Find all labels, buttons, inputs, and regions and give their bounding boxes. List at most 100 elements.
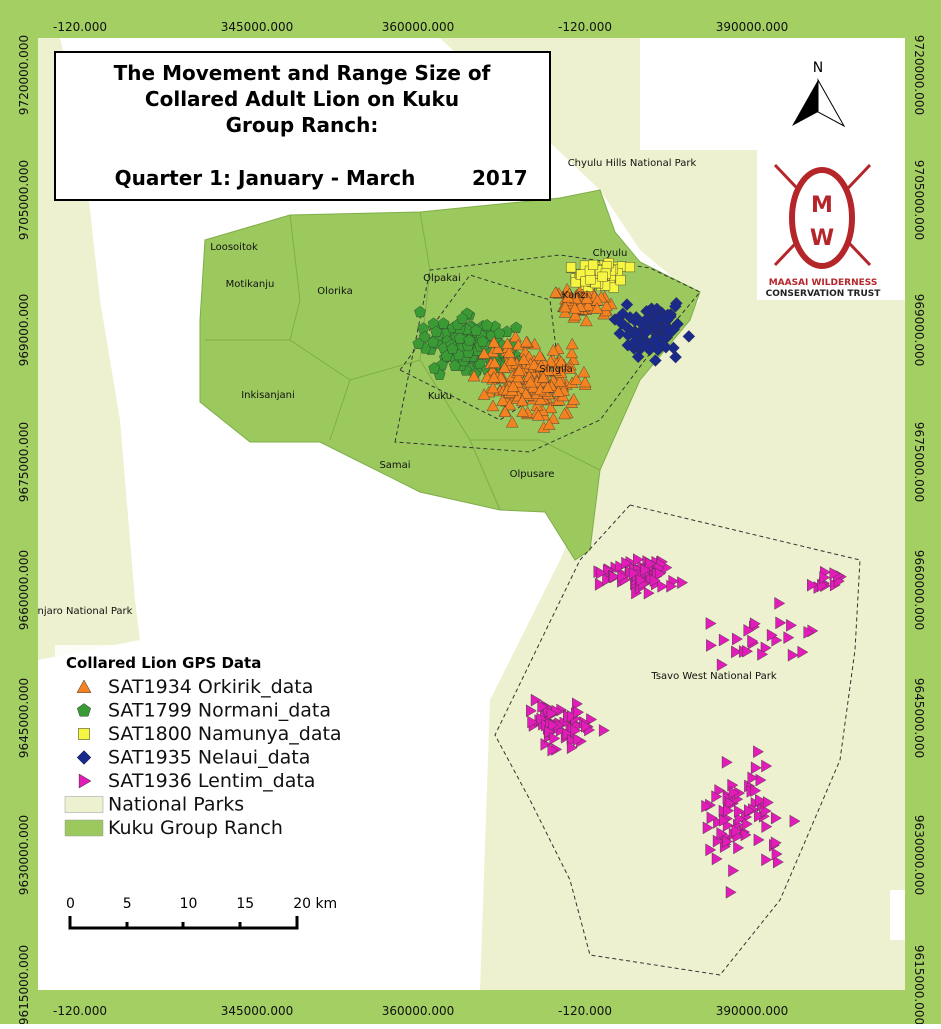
gps-point (682, 330, 696, 343)
gps-point (477, 347, 491, 359)
gps-point (546, 344, 560, 356)
gps-point (544, 401, 558, 414)
gps-point (534, 359, 548, 372)
gps-point (744, 804, 755, 817)
legend-marker (78, 728, 90, 740)
title-line: The Movement and Range Size of (114, 61, 491, 85)
gps-point (728, 864, 740, 878)
gps-point (549, 732, 561, 745)
gps-point (608, 570, 620, 583)
gps-point (428, 362, 441, 374)
gps-point (615, 317, 628, 330)
legend-title: Collared Lion GPS Data (66, 654, 261, 672)
place-label: Chyulu (593, 248, 628, 259)
ranch-boundaries (205, 211, 601, 511)
gps-point (624, 262, 635, 273)
place-label: Olorika (317, 286, 352, 297)
gps-point (418, 330, 431, 343)
gps-point (621, 339, 635, 352)
gps-point (615, 560, 627, 574)
gps-point (711, 852, 723, 866)
gps-point (633, 553, 644, 566)
legend-label: SAT1934 Orkirik_data (108, 676, 313, 698)
scale-label: 20 km (293, 896, 337, 912)
gps-point (640, 563, 652, 577)
place-label: Kanzi (562, 290, 589, 301)
right-coord: 9675000.000 (912, 422, 926, 502)
gps-point (526, 704, 537, 718)
left-coord: 9705000.000 (17, 160, 31, 240)
gps-point (585, 274, 596, 285)
gps-point (657, 579, 669, 593)
place-label: Olpusare (510, 469, 555, 480)
gps-point (803, 626, 815, 639)
gps-point (749, 617, 761, 631)
legend-marker (76, 750, 92, 765)
gps-point (568, 308, 582, 321)
gps-point (580, 314, 593, 327)
gps-point (631, 350, 645, 364)
gps-point (581, 719, 592, 733)
gps-point (755, 773, 767, 787)
gps-point (643, 586, 655, 600)
gps-point (766, 628, 778, 642)
gps-point (655, 567, 666, 581)
gps-point (548, 718, 559, 732)
gps-point (731, 824, 743, 838)
gps-point (774, 597, 786, 610)
gps-point (546, 707, 558, 720)
scale-label: 0 (66, 896, 75, 912)
gps-point (734, 812, 746, 826)
gps-point (770, 811, 782, 825)
gps-point (463, 334, 476, 346)
gps-point (542, 418, 556, 430)
bottom-coord: 390000.000 (716, 1004, 789, 1018)
gps-point (553, 375, 567, 387)
gps-points (412, 258, 847, 899)
gps-point (705, 843, 717, 857)
gps-point (598, 724, 610, 737)
gps-point (760, 641, 772, 655)
coordinate-labels: -120.000 345000.000 360000.000 -120.000 3900… (17, 20, 926, 1025)
north-label: N (813, 60, 823, 76)
gps-point (652, 311, 666, 325)
logo-text: MAASAI WILDERNESS (769, 278, 878, 288)
white-area (890, 890, 905, 940)
gps-point (819, 571, 831, 584)
gps-point (565, 346, 579, 359)
gps-point (743, 624, 755, 637)
gps-point (620, 298, 634, 311)
gps-point (558, 407, 571, 420)
title-line: Collared Adult Lion on Kuku (145, 87, 459, 111)
gps-point (754, 809, 765, 823)
gps-point (613, 327, 627, 340)
north-arrow: N (792, 60, 846, 128)
gps-point (669, 350, 682, 364)
gps-point (566, 741, 578, 755)
gps-point (773, 855, 784, 869)
gps-point (787, 648, 799, 662)
gps-point (723, 804, 735, 818)
legend-marker (76, 679, 92, 693)
legend: Collared Lion GPS Data SAT1934 Orkirik_da… (64, 654, 342, 839)
gps-point (448, 359, 461, 371)
gps-point (498, 361, 511, 373)
legend-label: SAT1799 Normani_data (108, 700, 331, 722)
gps-point (783, 631, 795, 644)
gps-point (789, 814, 801, 828)
gps-point (580, 292, 594, 304)
scale-line (68, 916, 299, 930)
gps-point (596, 566, 607, 580)
scale-bar: 0 5 10 15 20 km (66, 896, 337, 930)
gps-point (755, 794, 766, 807)
legend-label: National Parks (108, 794, 244, 816)
gps-point (531, 409, 545, 421)
gps-point (645, 557, 657, 571)
place-label: Motikanju (226, 279, 275, 290)
gps-point (702, 821, 714, 835)
gps-point (733, 805, 745, 818)
gps-point (570, 724, 582, 737)
bottom-coord: -120.000 (53, 1004, 107, 1018)
gps-point (615, 275, 626, 286)
gps-point (635, 573, 647, 587)
